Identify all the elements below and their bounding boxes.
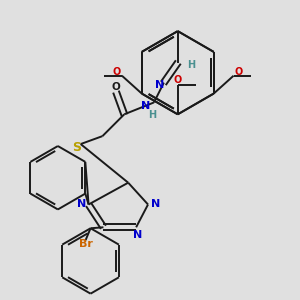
Text: O: O [174, 75, 182, 85]
Text: O: O [234, 67, 243, 77]
Text: H: H [188, 60, 196, 70]
Text: N: N [151, 200, 160, 209]
Text: O: O [113, 67, 121, 77]
Text: N: N [141, 101, 151, 111]
Text: O: O [112, 82, 121, 92]
Text: N: N [77, 200, 86, 209]
Text: N: N [155, 80, 164, 90]
Text: S: S [72, 140, 81, 154]
Text: H: H [148, 110, 156, 120]
Text: N: N [134, 230, 143, 240]
Text: Br: Br [79, 239, 92, 249]
